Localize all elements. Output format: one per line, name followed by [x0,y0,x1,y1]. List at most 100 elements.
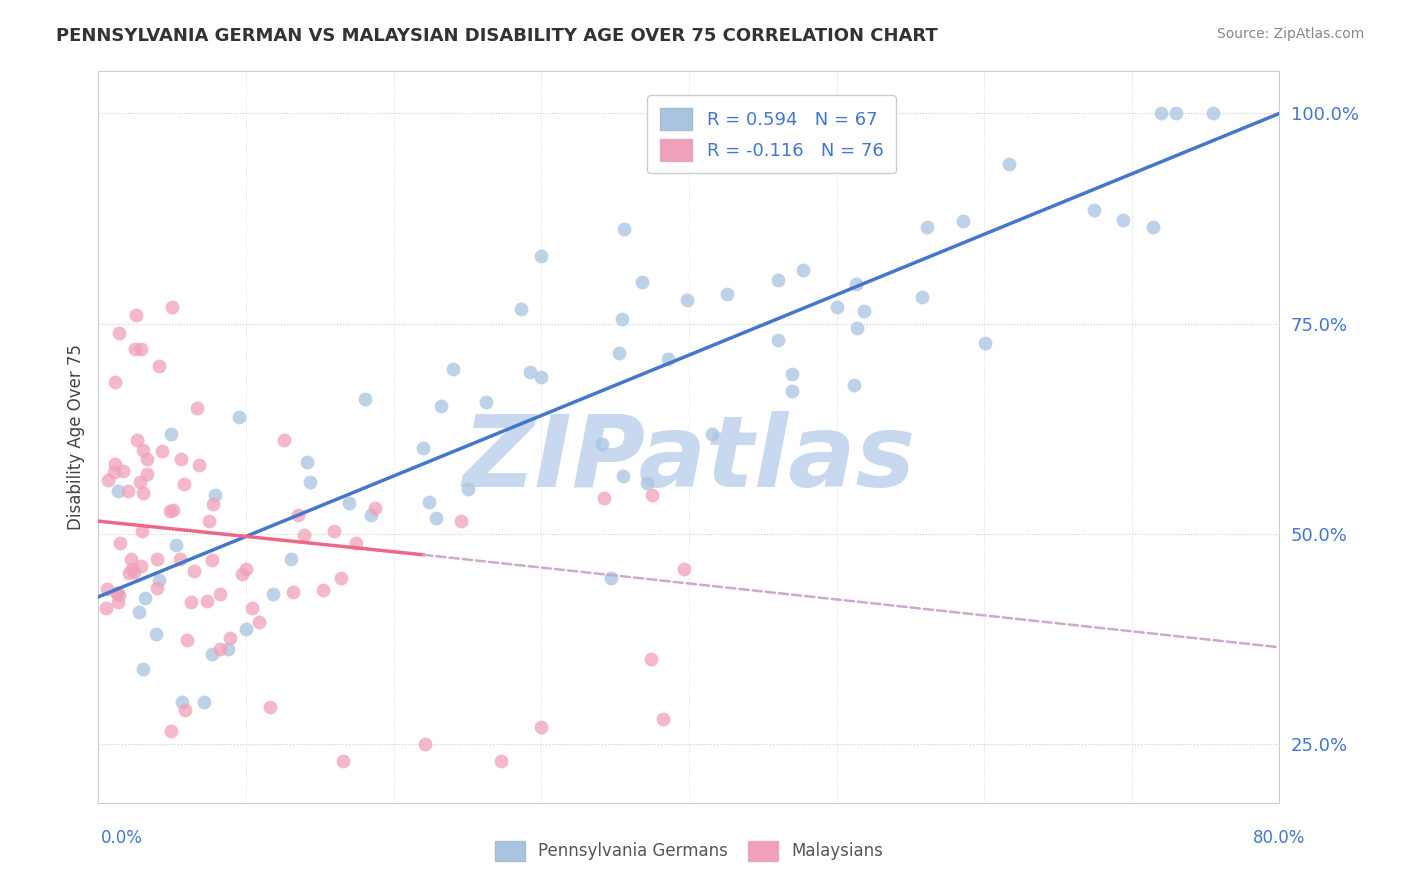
Point [228,409,250,424]
Point [186,401,208,416]
Point [198,514,221,528]
Point [170,695,193,709]
Point [530,370,553,384]
Point [204,488,226,502]
Point [218,632,240,646]
Point [195,594,218,608]
Point [125,308,148,322]
Point [292,528,315,542]
Point [530,249,553,263]
Point [782,367,804,381]
Point [262,587,284,601]
Point [145,627,167,641]
Point [217,642,239,657]
Point [641,488,664,502]
Point [354,392,377,406]
Point [364,501,387,516]
Point [273,433,295,447]
Point [242,601,264,615]
Text: PENNSYLVANIA GERMAN VS MALAYSIAN DISABILITY AGE OVER 75 CORRELATION CHART: PENNSYLVANIA GERMAN VS MALAYSIAN DISABIL… [56,27,938,45]
Point [193,695,215,709]
Point [201,553,224,567]
Point [148,359,170,373]
Point [131,342,153,356]
Point [330,571,353,585]
Point [716,287,738,301]
Point [332,754,354,768]
Text: Source: ZipAtlas.com: Source: ZipAtlas.com [1216,27,1364,41]
Point [108,535,131,549]
Point [412,441,434,455]
Point [298,475,321,489]
Point [235,622,257,636]
Point [160,723,183,738]
Point [915,220,938,235]
Legend: Pennsylvania Germans, Malaysians: Pennsylvania Germans, Malaysians [488,834,890,868]
Point [1150,106,1173,120]
Point [281,584,304,599]
Point [700,427,723,442]
Point [107,585,129,599]
Point [124,342,146,356]
Point [360,508,382,523]
Point [612,311,634,326]
Point [247,615,270,629]
Point [1112,212,1135,227]
Point [208,642,231,657]
Point [1083,203,1105,218]
Point [136,451,159,466]
Point [132,443,155,458]
Point [107,595,129,609]
Point [782,384,804,398]
Point [630,275,652,289]
Point [107,326,129,341]
Point [162,502,184,516]
Point [613,221,636,235]
Point [146,551,169,566]
Point [676,293,699,308]
Point [128,475,150,490]
Point [201,647,224,661]
Point [160,426,183,441]
Point [259,700,281,714]
Point [652,712,675,726]
Point [135,467,157,482]
Point [295,454,318,468]
Point [111,465,134,479]
Point [287,508,309,522]
Point [165,538,187,552]
Point [94,600,117,615]
Text: 0.0%: 0.0% [101,829,143,847]
Point [134,591,156,606]
Point [280,552,302,566]
Point [418,495,440,509]
Point [766,273,789,287]
Point [127,433,149,447]
Point [121,562,143,576]
Point [844,377,866,392]
Point [132,486,155,500]
Point [344,535,367,549]
Point [591,437,613,451]
Point [425,510,447,524]
Point [1166,106,1188,120]
Point [1202,106,1225,120]
Point [430,399,453,413]
Point [120,552,142,566]
Point [612,469,634,483]
Point [103,465,125,479]
Point [132,662,155,676]
Point [593,491,616,505]
Point [146,581,169,595]
Point [441,361,464,376]
Point [188,458,211,472]
Text: 80.0%: 80.0% [1253,829,1305,847]
Point [413,737,436,751]
Point [911,290,934,304]
Point [131,524,153,538]
Point [846,320,869,334]
Point [148,573,170,587]
Point [104,457,127,471]
Point [766,334,789,348]
Point [657,351,679,366]
